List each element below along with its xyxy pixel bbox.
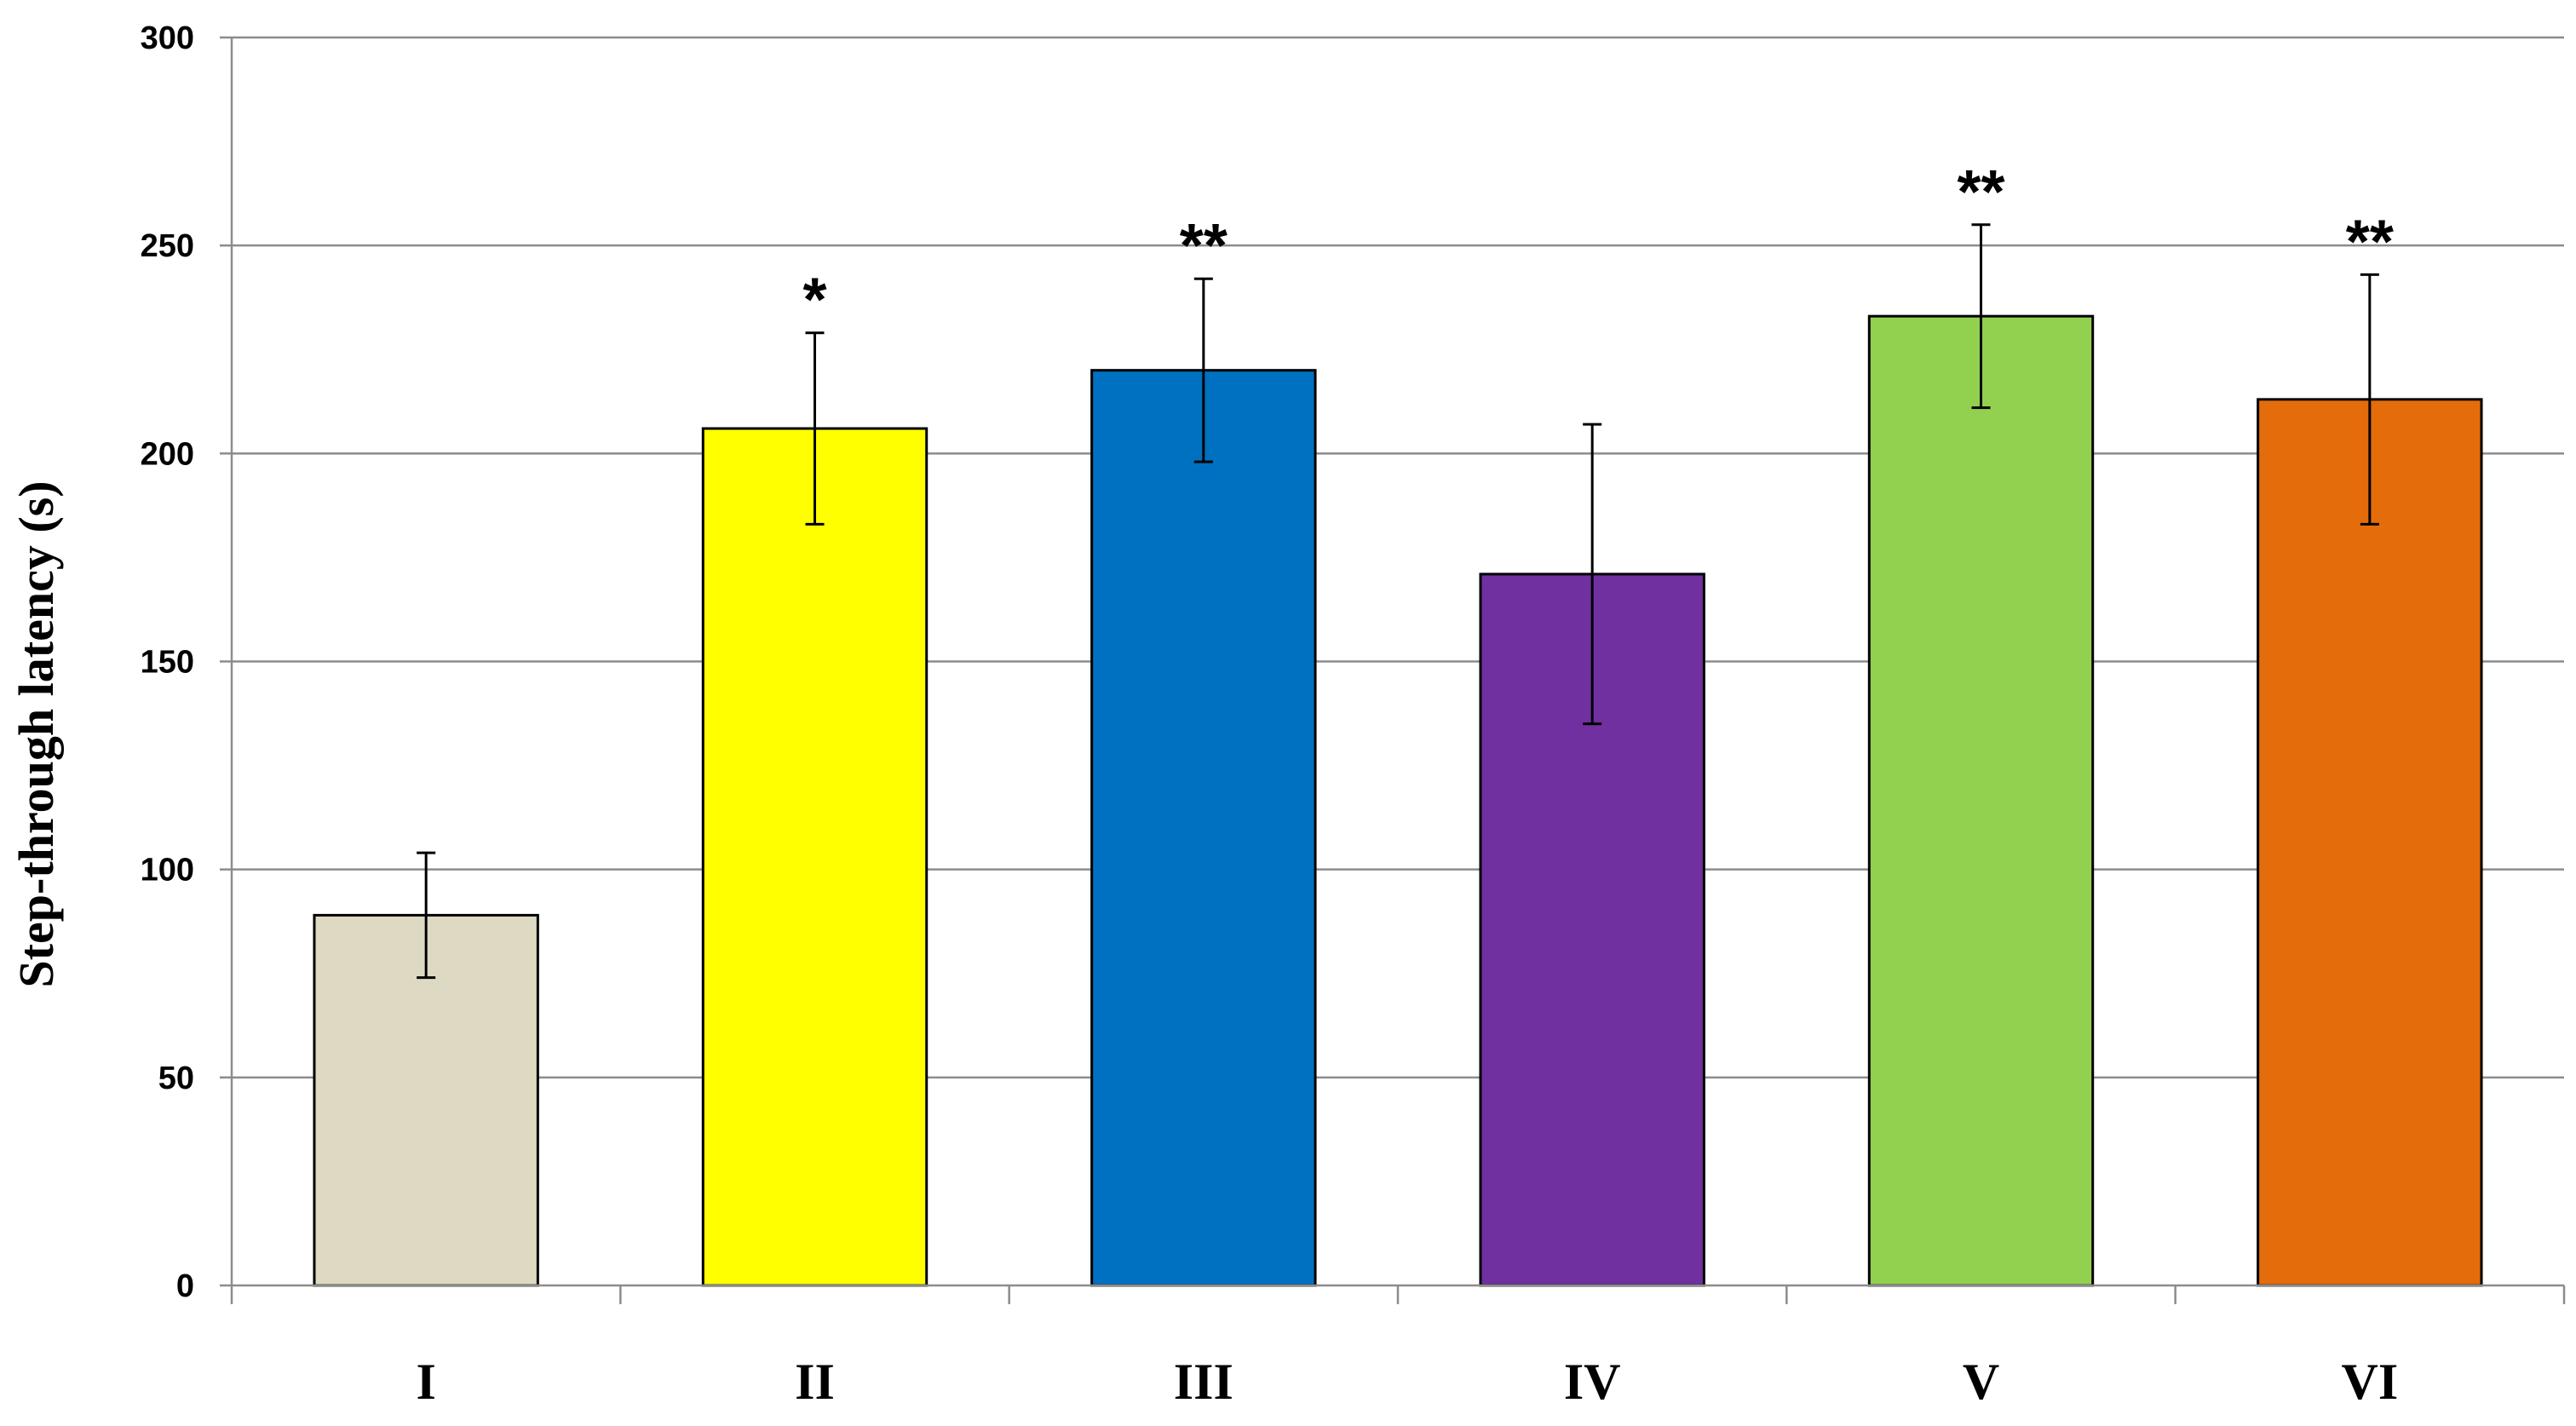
x-tick-label-VI: VI [2341,1354,2398,1410]
y-axis-label: Step-through latency (s) [9,480,64,987]
x-tick-label-IV: IV [1564,1354,1621,1410]
y-tick-label: 100 [141,853,194,888]
bars [313,314,2483,1287]
significance-marker-III: ** [1180,212,1228,280]
significance-markers: ******* [802,158,2393,335]
significance-marker-II: * [802,267,826,335]
error-bars [417,223,2379,980]
y-tick-label: 250 [141,228,194,264]
axes [220,36,2566,1304]
x-tick-label-II: II [795,1354,835,1410]
x-tick-label-V: V [1963,1354,1999,1410]
x-tick-label-III: III [1174,1354,1233,1410]
y-tick-label: 50 [158,1061,194,1096]
bar-II [701,427,929,1287]
y-tick-label: 0 [176,1268,194,1304]
significance-marker-VI: ** [2346,208,2394,276]
bar-VI [2257,398,2483,1287]
bar-V [1867,314,2095,1287]
x-tick-label-I: I [416,1354,435,1410]
y-tick-label: 200 [141,436,194,472]
significance-marker-V: ** [1957,158,2004,227]
bar-III [1090,369,1317,1287]
y-tick-label: 300 [141,20,194,56]
y-tick-label: 150 [141,645,194,681]
gridlines [232,36,2564,1079]
